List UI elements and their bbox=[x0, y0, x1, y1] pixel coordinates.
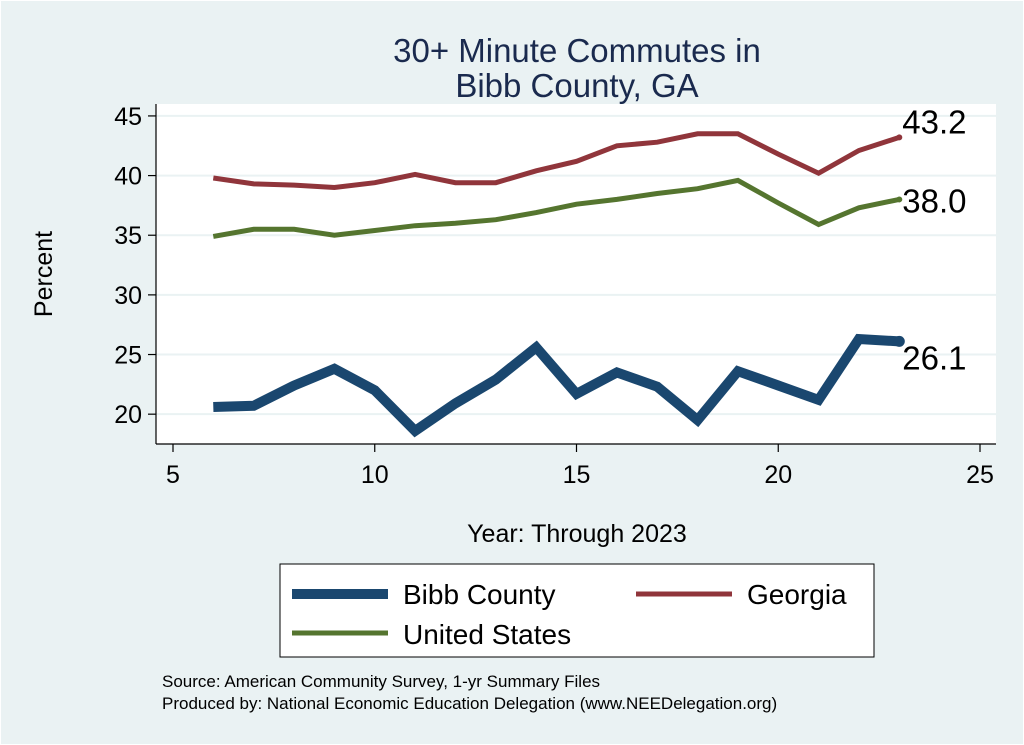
end-label-bibb-county: 26.1 bbox=[902, 339, 966, 376]
y-tick-label: 45 bbox=[114, 103, 142, 131]
y-axis-label: Percent bbox=[30, 231, 58, 317]
legend-label-georgia: Georgia bbox=[747, 579, 847, 610]
legend-label-united-states: United States bbox=[403, 619, 571, 650]
end-label-georgia: 43.2 bbox=[902, 103, 966, 140]
legend: Bibb County Georgia United States bbox=[279, 563, 875, 658]
source-note: Source: American Community Survey, 1-yr … bbox=[162, 672, 600, 691]
legend-box bbox=[279, 563, 875, 658]
legend-label-bibb-county: Bibb County bbox=[403, 579, 556, 610]
y-tick-label: 20 bbox=[114, 401, 142, 429]
y-tick-label: 40 bbox=[114, 163, 142, 191]
series-end-marker-bibb-county bbox=[893, 335, 905, 347]
chart-title-line-1: 30+ Minute Commutes in bbox=[393, 32, 761, 69]
produced-by-note: Produced by: National Economic Education… bbox=[162, 694, 777, 713]
chart-title-line-2: Bibb County, GA bbox=[455, 67, 698, 104]
series-line-bibb-county bbox=[213, 333, 900, 438]
x-tick-label: 10 bbox=[361, 461, 389, 489]
series-end-marker-united-states bbox=[896, 196, 903, 203]
axes: 20 25 30 35 40 45 5 10 15 20 25 bbox=[114, 103, 996, 489]
series-layer bbox=[212, 131, 905, 438]
x-axis-label: Year: Through 2023 bbox=[467, 520, 687, 548]
y-tick-label: 30 bbox=[114, 282, 142, 310]
gridlines bbox=[156, 114, 996, 416]
x-tick-label: 20 bbox=[764, 461, 792, 489]
y-tick-label: 25 bbox=[114, 342, 142, 370]
y-tick-label: 35 bbox=[114, 222, 142, 250]
x-tick-label: 25 bbox=[966, 461, 994, 489]
end-labels: 26.1 43.2 38.0 bbox=[902, 103, 966, 376]
series-line-georgia bbox=[212, 131, 901, 191]
series-line-united-states bbox=[212, 177, 900, 239]
series-end-marker-georgia bbox=[896, 134, 903, 141]
end-label-united-states: 38.0 bbox=[902, 182, 966, 219]
x-tick-label: 5 bbox=[166, 461, 180, 489]
x-tick-label: 15 bbox=[563, 461, 591, 489]
